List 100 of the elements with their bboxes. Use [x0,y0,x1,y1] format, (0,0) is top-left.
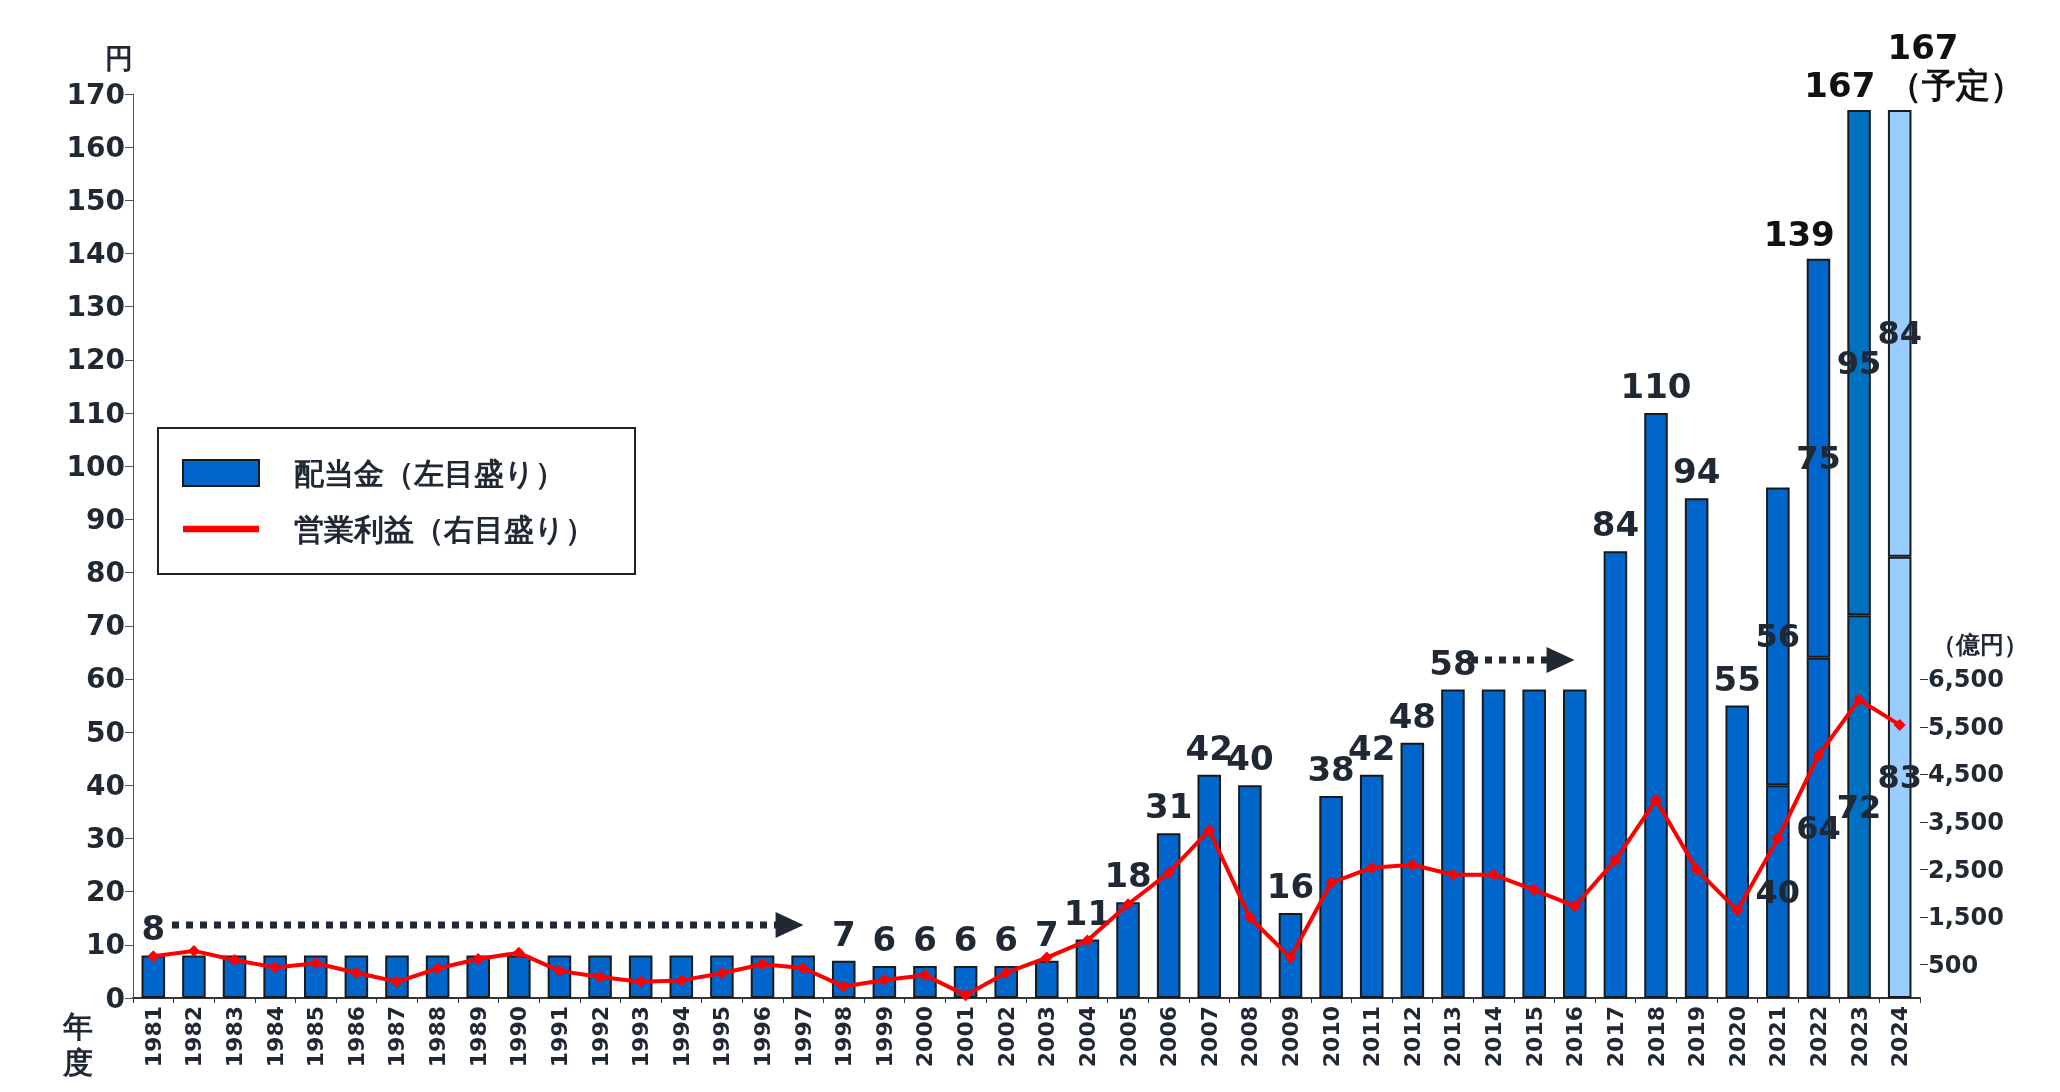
point [431,962,444,975]
x-tick-label: 1990 [506,1006,532,1068]
y-tick-label: 10 [86,928,125,962]
point [837,980,850,993]
x-tick-label: 2005 [1115,1006,1141,1068]
x-tick-label: 1995 [709,1006,735,1068]
point [797,962,810,975]
y2-tick-label: 5,500 [1928,712,2004,741]
x-tick-label: 1996 [750,1006,776,1068]
point [1365,861,1378,874]
x-tick-label: 1992 [587,1006,613,1068]
bar [1603,551,1628,998]
x-axis-title: 年度 [62,1008,93,1080]
bar [507,955,531,998]
bar [1035,960,1059,998]
x-tick-label: 1993 [628,1006,654,1068]
y-tick-label: 90 [86,502,125,536]
x-tick-label: 2002 [993,1006,1019,1068]
x-tick-label: 1983 [222,1006,248,1068]
x-tick-label: 2019 [1684,1006,1710,1068]
y-tick-label: 0 [105,981,125,1015]
x-tick-label: 1981 [140,1006,166,1068]
x-tick-label: 1985 [303,1006,329,1068]
point [1568,900,1581,913]
point [1122,898,1135,911]
bar [1197,774,1222,998]
bar [1481,689,1506,998]
y-tick-label: 150 [66,183,125,217]
y2-tick-label: 4,500 [1928,760,2004,789]
y-tick-label: 130 [66,290,125,324]
x-tick-label: 1986 [343,1006,369,1068]
point [1650,794,1663,807]
x-tick-label: 1999 [871,1006,897,1068]
y-tick-label: 30 [86,821,125,855]
data-label: 16 [1266,865,1315,906]
x-tick-label: 2009 [1277,1006,1303,1068]
point [1040,951,1053,964]
point [1731,904,1744,917]
total-label: 139 [1763,213,1835,254]
data-label: 110 [1620,366,1692,407]
bar [1400,742,1425,998]
x-tick-label: 2011 [1359,1006,1385,1068]
y-tick-label: 100 [66,449,125,483]
point [1812,749,1825,762]
x-tick-label: 2010 [1318,1006,1344,1068]
bar [1319,795,1343,998]
total-label: 167 （予定） [1887,26,2024,105]
point [1528,884,1541,896]
x-tick-label: 2022 [1805,1006,1831,1068]
data-label: 56 [1755,617,1801,656]
x-tick-label: 1982 [181,1006,207,1068]
bar [1359,774,1384,998]
y-tick-label: 170 [66,77,125,111]
data-label: 75 [1796,439,1841,478]
bar [1684,498,1709,998]
y-tick-label: 140 [66,237,125,271]
data-label: 7 [1034,913,1059,954]
y-tick-label: 50 [86,715,125,749]
y-axis-title: 円 [105,41,133,75]
bar [1563,689,1587,998]
bar [1725,705,1750,998]
x-tick-label: 2018 [1643,1006,1669,1068]
x-tick-label: 2021 [1765,1006,1791,1068]
x-tick-label: 2012 [1399,1006,1425,1068]
x-tick-label: 2007 [1196,1006,1222,1068]
x-tick-label: 1997 [790,1006,816,1068]
data-label: 84 [1591,504,1640,545]
bar [1116,902,1140,998]
x-tick-label: 2024 [1887,1006,1913,1068]
x-tick-label: 2001 [953,1006,979,1068]
y2-axis-title: （億円） [1932,631,2028,660]
bar [1644,413,1668,998]
data-label: 7 [831,913,856,954]
data-label: 94 [1672,451,1721,492]
x-tick-label: 1987 [384,1006,410,1068]
data-label: 95 [1836,343,1882,382]
y2-tick-label: 500 [1928,950,1979,979]
point [1893,718,1906,731]
bar [1441,689,1465,998]
y-tick-label: 40 [86,768,125,802]
x-tick-label: 2013 [1440,1006,1466,1068]
point [959,989,972,1002]
bar [1238,785,1262,998]
x-tick-label: 2016 [1562,1006,1588,1068]
data-label: 31 [1144,786,1193,827]
x-tick-label: 2006 [1156,1006,1182,1068]
x-tick-label: 1984 [262,1006,288,1068]
x-tick-label: 2023 [1846,1006,1872,1068]
legend-label: 配当金（左目盛り） [294,455,565,491]
point [1609,854,1622,867]
y-tick-label: 120 [66,343,125,377]
x-tick-label: 1994 [668,1006,694,1068]
data-label: 6 [872,919,897,960]
data-label: 6 [994,919,1019,960]
y-tick-label: 20 [86,875,125,909]
data-label: 55 [1713,658,1761,699]
y-tick-label: 60 [86,662,125,696]
point [1406,858,1419,871]
point [1162,866,1175,879]
data-label: 8 [141,908,166,949]
